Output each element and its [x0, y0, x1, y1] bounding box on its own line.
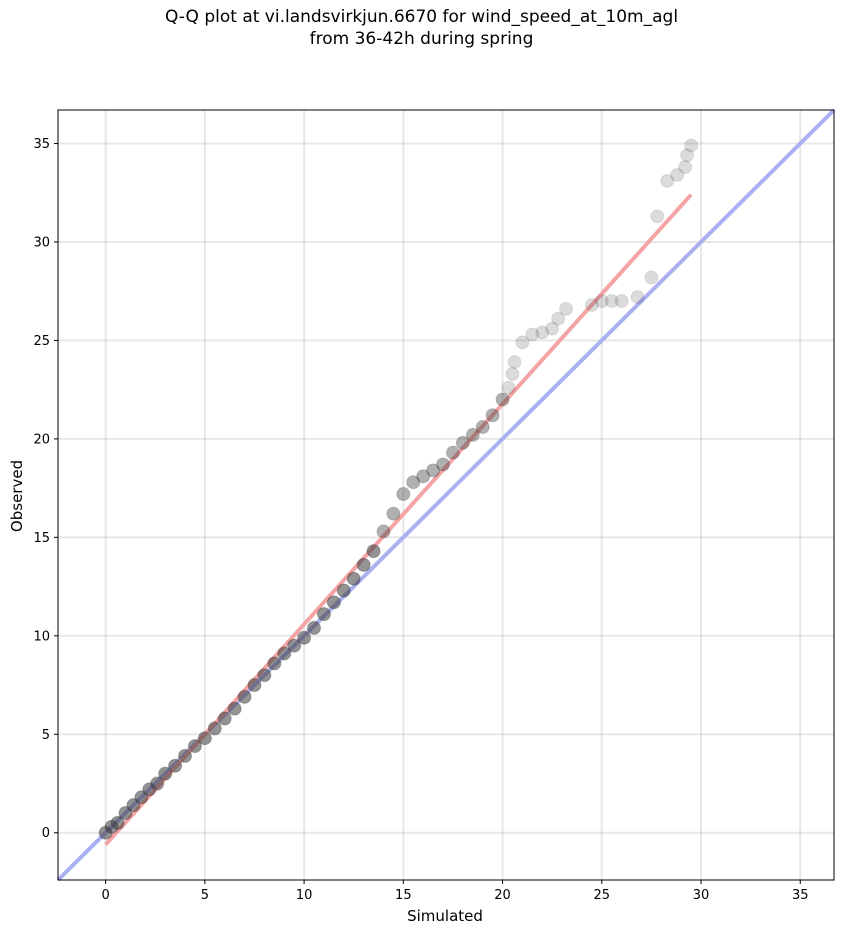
data-point: [227, 701, 242, 716]
data-point: [436, 457, 451, 472]
data-point: [614, 294, 629, 309]
data-point: [126, 798, 141, 813]
data-point: [501, 380, 516, 395]
data-point: [187, 739, 202, 754]
data-point: [297, 630, 312, 645]
data-point: [150, 776, 165, 791]
data-points: [98, 138, 699, 840]
plot-frame: [57, 109, 835, 881]
data-point: [307, 620, 322, 635]
data-point: [604, 294, 619, 309]
data-point: [584, 297, 599, 312]
data-point: [396, 487, 411, 502]
data-point: [247, 678, 262, 693]
data-point: [134, 790, 149, 805]
x-tick-label: 35: [792, 888, 809, 903]
y-tick-label: 25: [33, 334, 50, 349]
data-point: [680, 148, 695, 163]
data-point: [336, 583, 351, 598]
data-point: [267, 656, 282, 671]
data-point: [660, 173, 675, 188]
data-point: [197, 731, 212, 746]
data-point: [475, 420, 490, 435]
y-tick-label: 5: [42, 728, 50, 743]
data-point: [515, 335, 530, 350]
data-point: [455, 435, 470, 450]
data-point: [178, 748, 193, 763]
data-point: [644, 270, 659, 285]
data-point: [158, 766, 173, 781]
data-point: [465, 427, 480, 442]
data-point: [678, 160, 693, 175]
data-point: [535, 325, 550, 340]
data-point: [426, 463, 441, 478]
data-point: [630, 290, 645, 305]
data-point: [505, 366, 520, 381]
data-point: [416, 469, 431, 484]
data-point: [207, 721, 222, 736]
data-point: [376, 524, 391, 539]
data-point: [346, 571, 361, 586]
data-point: [495, 392, 510, 407]
data-point: [551, 311, 566, 326]
data-point: [118, 806, 133, 821]
data-point: [257, 668, 272, 683]
data-point: [287, 638, 302, 653]
y-tick-label: 15: [33, 531, 50, 546]
y-tick-label: 35: [33, 137, 50, 152]
data-point: [650, 209, 665, 224]
y-axis-label: Observed: [8, 460, 26, 532]
data-point: [445, 445, 460, 460]
grid-lines: [58, 110, 834, 880]
y-tick-label: 20: [33, 432, 50, 447]
data-point: [406, 475, 421, 490]
x-tick-label: 25: [594, 888, 611, 903]
x-tick-label: 15: [395, 888, 412, 903]
data-point: [110, 815, 125, 830]
data-point: [507, 355, 522, 370]
x-axis-label: Simulated: [407, 907, 483, 925]
data-point: [366, 544, 381, 559]
data-point: [168, 758, 183, 773]
x-tick-label: 0: [101, 888, 109, 903]
chart-title: Q-Q plot at vi.landsvirkjun.6670 for win…: [164, 7, 679, 49]
data-point: [277, 646, 292, 661]
data-point: [525, 327, 540, 342]
y-tick-label: 30: [33, 235, 50, 250]
data-point: [559, 301, 574, 316]
x-tick-label: 30: [693, 888, 710, 903]
data-point: [326, 595, 341, 610]
data-point: [316, 607, 331, 622]
data-point: [485, 408, 500, 423]
data-point: [386, 506, 401, 521]
data-point: [670, 167, 685, 182]
data-point: [594, 294, 609, 309]
data-point: [356, 557, 371, 572]
data-point: [545, 321, 560, 336]
data-point: [684, 138, 699, 153]
data-point: [217, 711, 232, 726]
x-tick-label: 10: [296, 888, 313, 903]
x-tick-label: 5: [201, 888, 209, 903]
y-tick-label: 0: [42, 826, 50, 841]
y-tick-label: 10: [33, 629, 50, 644]
data-point: [237, 689, 252, 704]
x-tick-label: 20: [494, 888, 511, 903]
axis-ticks: 0 5 10 15 20 25 30 35 0 5 10 15 20 25 30 35: [33, 137, 808, 903]
